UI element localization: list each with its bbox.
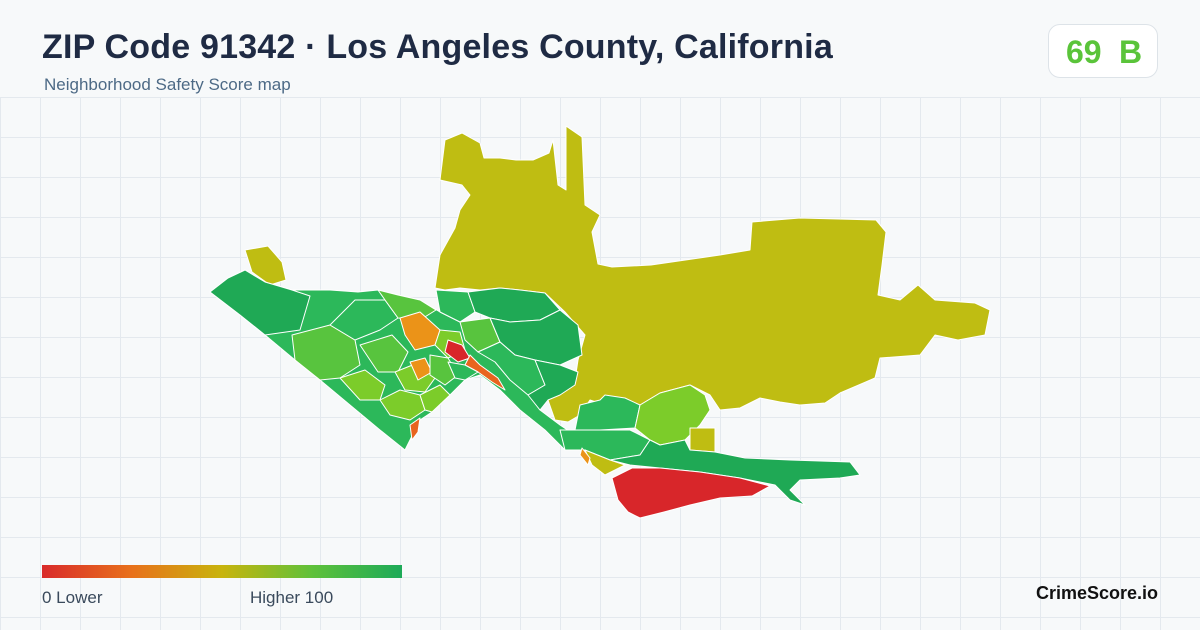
region-east-olive-b[interactable]	[584, 449, 626, 476]
region-lime-c[interactable]	[419, 384, 451, 413]
region-orange-c[interactable]	[409, 417, 421, 441]
header: ZIP Code 91342 · Los Angeles County, Cal…	[0, 0, 1200, 97]
region-green-l[interactable]	[527, 359, 579, 411]
region-green-m[interactable]	[429, 354, 459, 386]
legend-max-label: Higher 100	[250, 588, 334, 607]
score-grade: B	[1119, 34, 1143, 70]
region-east-orange[interactable]	[579, 447, 591, 466]
region-olive-nw[interactable]	[244, 245, 287, 286]
region-green-c[interactable]	[339, 369, 386, 401]
region-green-g[interactable]	[435, 289, 476, 323]
region-east-olive[interactable]	[689, 427, 716, 453]
page-title: ZIP Code 91342 · Los Angeles County, Cal…	[42, 28, 833, 66]
region-green-a[interactable]	[209, 269, 311, 336]
legend-gradient-bar	[42, 565, 402, 578]
brand-logo-text: CrimeScore.io	[1036, 583, 1159, 603]
region-green-e[interactable]	[359, 334, 409, 373]
region-red-south[interactable]	[611, 467, 771, 519]
region-red-a[interactable]	[444, 339, 471, 363]
score-badge: 69 B	[1048, 24, 1158, 78]
region-green-f[interactable]	[377, 289, 437, 321]
region-green-n[interactable]	[447, 361, 479, 381]
page-subtitle: Neighborhood Safety Score map	[44, 75, 291, 94]
score-value: 69	[1066, 34, 1102, 70]
legend-min-label: 0 Lower	[42, 588, 103, 607]
